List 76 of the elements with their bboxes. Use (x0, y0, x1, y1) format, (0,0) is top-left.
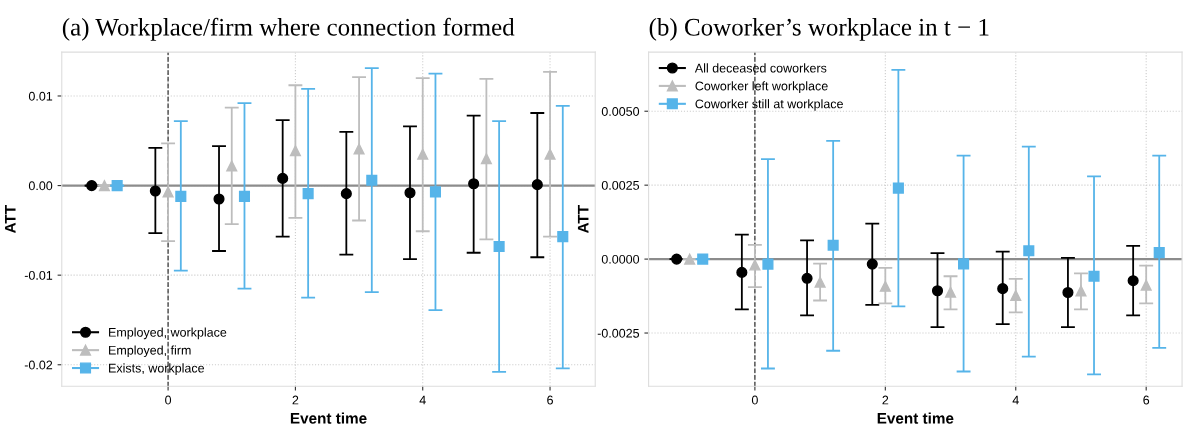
point (531, 179, 543, 191)
point (697, 253, 709, 265)
x-tick-label: 4 (419, 395, 426, 405)
point (213, 193, 225, 205)
x-axis-title: Event time (877, 412, 954, 424)
point (238, 190, 251, 202)
point (404, 187, 416, 199)
legend-label: Coworker still at workplace (695, 99, 843, 111)
y-tick-label: 0.0050 (601, 107, 640, 116)
point (302, 188, 314, 200)
point (1140, 279, 1152, 291)
point (111, 180, 123, 192)
point (277, 172, 289, 184)
point (958, 258, 970, 270)
point (340, 188, 352, 200)
point (684, 253, 696, 265)
point (1023, 245, 1035, 257)
point (480, 153, 492, 165)
point (86, 180, 98, 192)
point (866, 258, 878, 270)
y-tick-label: -0.02 (24, 360, 53, 370)
x-tick-label: 6 (547, 395, 553, 405)
chart-title: (a) Workplace/firm where connection formed (62, 17, 515, 41)
point (175, 190, 187, 202)
point (827, 239, 839, 251)
x-tick-label: 4 (1012, 395, 1019, 405)
y-tick-label: -0.01 (24, 270, 53, 280)
point (997, 283, 1009, 295)
point (493, 240, 505, 253)
point (1153, 247, 1165, 259)
y-axis-title: ATT (577, 205, 589, 234)
point (671, 253, 683, 265)
point (736, 266, 748, 278)
y-tick-label: 0.0000 (601, 254, 640, 264)
point (149, 185, 161, 197)
point (226, 160, 238, 172)
point (98, 180, 110, 192)
point (1062, 286, 1074, 299)
point (892, 182, 904, 194)
point (544, 148, 556, 160)
x-axis-title: Event time (290, 412, 367, 424)
legend-label: Employed, firm (109, 345, 191, 358)
x-tick-label: 0 (751, 395, 758, 405)
x-tick-label: 2 (882, 395, 889, 405)
y-tick-label: 0.00 (28, 181, 53, 191)
y-tick-label: 0.01 (28, 91, 53, 101)
point (749, 259, 761, 271)
chart-title: (b) Coworker’s workplace in t − 1 (649, 18, 989, 41)
point (366, 174, 378, 186)
point (814, 276, 826, 288)
point (468, 178, 480, 190)
legend-label: All deceased coworkers (694, 63, 827, 73)
point (801, 272, 813, 284)
legend-label: Coworker left workplace (695, 81, 828, 93)
point (1010, 289, 1022, 302)
point (557, 231, 569, 243)
point (879, 280, 891, 292)
y-tick-label: -0.0025 (597, 328, 640, 338)
legend-label: Exists, workplace (109, 363, 205, 376)
point (762, 258, 774, 270)
point (162, 186, 174, 198)
x-tick-label: 2 (292, 395, 299, 405)
point (429, 186, 442, 198)
x-tick-label: 0 (165, 395, 172, 405)
y-tick-label: 0.0025 (601, 180, 640, 190)
y-axis-title: ATT (5, 205, 16, 234)
point (289, 145, 301, 157)
point (1127, 275, 1139, 287)
point (1088, 270, 1100, 282)
point (1075, 285, 1087, 297)
point (944, 286, 957, 298)
point (931, 285, 944, 297)
legend-label: Employed, workplace (109, 327, 227, 340)
x-tick-label: 6 (1143, 395, 1150, 405)
point (353, 143, 365, 155)
point (417, 148, 429, 160)
